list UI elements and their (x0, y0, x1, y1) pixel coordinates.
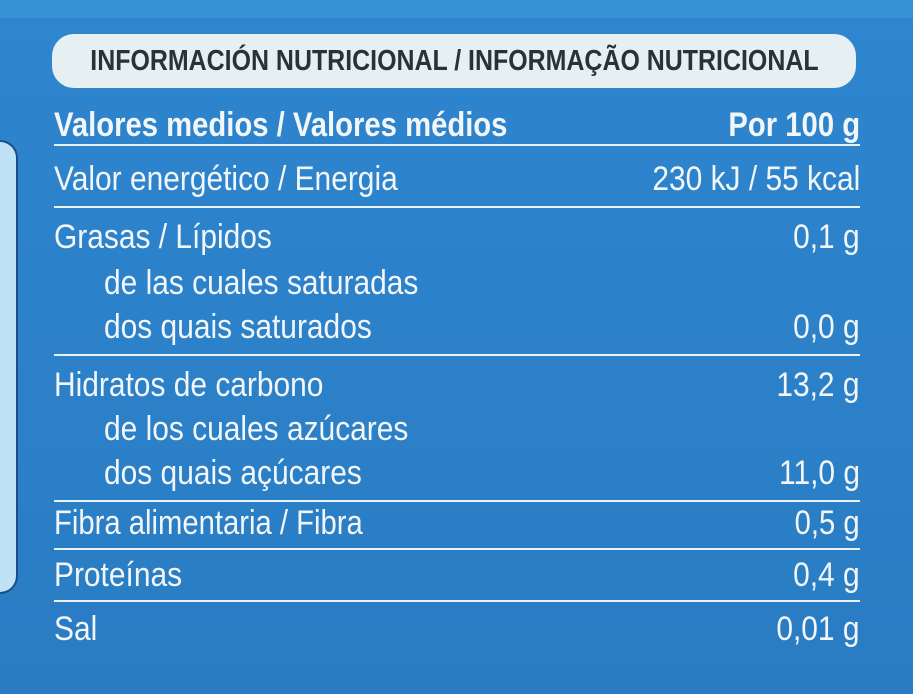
row-label: Valor energético / Energia (54, 160, 398, 198)
row-value: 230 kJ / 55 kcal (652, 160, 860, 198)
top-strip (0, 0, 913, 18)
row-label: Grasas / Lípidos (54, 218, 272, 256)
row-label: dos quais açúcares (104, 454, 362, 492)
row-label: dos quais saturados (104, 308, 372, 346)
row-value: 0,1 g (793, 218, 860, 256)
divider (54, 144, 860, 146)
row-label: Fibra alimentaria / Fibra (54, 504, 363, 542)
divider (54, 548, 860, 550)
row-label: Hidratos de carbono (54, 366, 324, 404)
row-value: 0,01 g (776, 610, 860, 648)
divider (54, 354, 860, 356)
column-value: Por 100 g (728, 106, 860, 144)
divider (54, 600, 860, 602)
row-label: Proteínas (54, 556, 183, 594)
row-value: 13,2 g (776, 366, 860, 404)
column-label: Valores medios / Valores médios (54, 106, 508, 144)
row-value: 0,0 g (793, 308, 860, 346)
header-box: INFORMACIÓN NUTRICIONAL / INFORMAÇÃO NUT… (52, 34, 856, 88)
row-value: 0,4 g (793, 556, 860, 594)
divider (54, 500, 860, 502)
row-label: de los cuales azúcares (104, 410, 409, 448)
row-label: de las cuales saturadas (104, 264, 419, 302)
row-value: 0,5 g (794, 504, 860, 542)
row-label: Sal (54, 610, 98, 648)
left-edge-tab (0, 140, 18, 594)
divider (54, 206, 860, 208)
row-value: 11,0 g (779, 454, 860, 492)
nutrition-title: INFORMACIÓN NUTRICIONAL / INFORMAÇÃO NUT… (89, 44, 819, 77)
